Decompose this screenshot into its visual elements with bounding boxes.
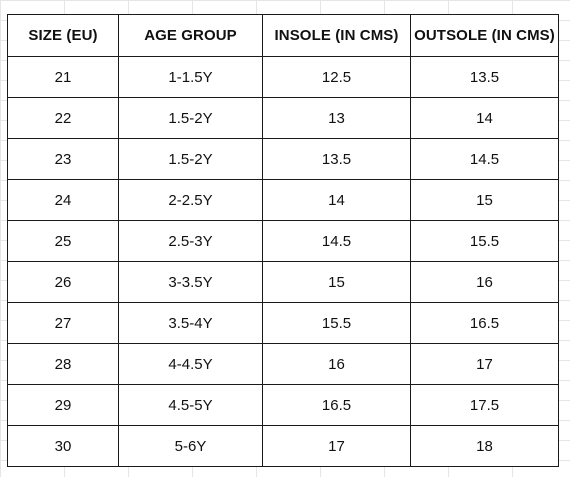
size-chart-table: SIZE (EU) AGE GROUP INSOLE (IN CMS) OUTS… — [7, 14, 559, 467]
table-row: 21 1-1.5Y 12.5 13.5 — [7, 56, 559, 98]
age-group-cell[interactable]: 4.5-5Y — [118, 384, 263, 426]
outsole-cell[interactable]: 17 — [410, 343, 559, 385]
insole-cell[interactable]: 15 — [262, 261, 411, 303]
insole-cell[interactable]: 17 — [262, 425, 411, 467]
header-row: SIZE (EU) AGE GROUP INSOLE (IN CMS) OUTS… — [7, 14, 559, 57]
insole-cell[interactable]: 14.5 — [262, 220, 411, 262]
age-group-cell[interactable]: 3-3.5Y — [118, 261, 263, 303]
size-cell[interactable]: 27 — [7, 302, 119, 344]
size-cell[interactable]: 22 — [7, 97, 119, 139]
size-cell[interactable]: 30 — [7, 425, 119, 467]
table-row: 22 1.5-2Y 13 14 — [7, 97, 559, 139]
insole-cell[interactable]: 15.5 — [262, 302, 411, 344]
insole-cell[interactable]: 14 — [262, 179, 411, 221]
size-cell[interactable]: 29 — [7, 384, 119, 426]
header-size-eu[interactable]: SIZE (EU) — [7, 14, 119, 57]
size-cell[interactable]: 21 — [7, 56, 119, 98]
age-group-cell[interactable]: 1.5-2Y — [118, 97, 263, 139]
table-row: 28 4-4.5Y 16 17 — [7, 343, 559, 385]
insole-cell[interactable]: 16 — [262, 343, 411, 385]
age-group-cell[interactable]: 5-6Y — [118, 425, 263, 467]
outsole-cell[interactable]: 16.5 — [410, 302, 559, 344]
size-cell[interactable]: 26 — [7, 261, 119, 303]
header-age-group[interactable]: AGE GROUP — [118, 14, 263, 57]
insole-cell[interactable]: 16.5 — [262, 384, 411, 426]
table-row: 25 2.5-3Y 14.5 15.5 — [7, 220, 559, 262]
insole-cell[interactable]: 13 — [262, 97, 411, 139]
table-header: SIZE (EU) AGE GROUP INSOLE (IN CMS) OUTS… — [7, 14, 559, 57]
size-cell[interactable]: 24 — [7, 179, 119, 221]
age-group-cell[interactable]: 1-1.5Y — [118, 56, 263, 98]
outsole-cell[interactable]: 16 — [410, 261, 559, 303]
table-row: 27 3.5-4Y 15.5 16.5 — [7, 302, 559, 344]
size-cell[interactable]: 28 — [7, 343, 119, 385]
table-row: 30 5-6Y 17 18 — [7, 425, 559, 467]
header-outsole[interactable]: OUTSOLE (IN CMS) — [410, 14, 559, 57]
insole-cell[interactable]: 12.5 — [262, 56, 411, 98]
outsole-cell[interactable]: 14.5 — [410, 138, 559, 180]
outsole-cell[interactable]: 18 — [410, 425, 559, 467]
age-group-cell[interactable]: 4-4.5Y — [118, 343, 263, 385]
table-body: 21 1-1.5Y 12.5 13.5 22 1.5-2Y 13 14 23 1.5-2Y 13.5… — [7, 56, 559, 467]
table-row: 26 3-3.5Y 15 16 — [7, 261, 559, 303]
outsole-cell[interactable]: 17.5 — [410, 384, 559, 426]
table-row: 24 2-2.5Y 14 15 — [7, 179, 559, 221]
outsole-cell[interactable]: 14 — [410, 97, 559, 139]
size-cell[interactable]: 23 — [7, 138, 119, 180]
table-row: 29 4.5-5Y 16.5 17.5 — [7, 384, 559, 426]
header-insole[interactable]: INSOLE (IN CMS) — [262, 14, 411, 57]
outsole-cell[interactable]: 15 — [410, 179, 559, 221]
age-group-cell[interactable]: 2.5-3Y — [118, 220, 263, 262]
insole-cell[interactable]: 13.5 — [262, 138, 411, 180]
table-row: 23 1.5-2Y 13.5 14.5 — [7, 138, 559, 180]
age-group-cell[interactable]: 2-2.5Y — [118, 179, 263, 221]
age-group-cell[interactable]: 3.5-4Y — [118, 302, 263, 344]
outsole-cell[interactable]: 13.5 — [410, 56, 559, 98]
age-group-cell[interactable]: 1.5-2Y — [118, 138, 263, 180]
size-cell[interactable]: 25 — [7, 220, 119, 262]
outsole-cell[interactable]: 15.5 — [410, 220, 559, 262]
